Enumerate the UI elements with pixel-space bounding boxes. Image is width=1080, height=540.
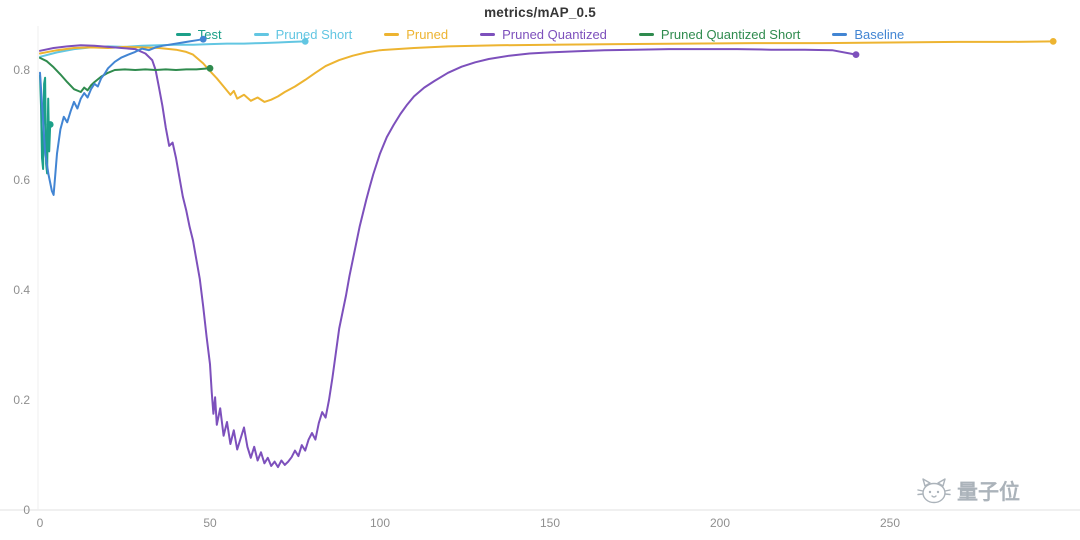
legend-line-icon	[480, 33, 496, 36]
legend-line-icon	[253, 33, 269, 36]
legend-line-icon	[175, 33, 191, 36]
legend-item-pruned-quantized-short[interactable]: Pruned Quantized Short	[638, 27, 801, 42]
series-line-pruned-quantized-short	[39, 56, 211, 93]
y-tick-label: 0.6	[13, 173, 30, 187]
legend-line-icon	[384, 33, 400, 36]
legend-label: Pruned Quantized	[502, 27, 607, 42]
series-line-pruned-quantized	[39, 44, 857, 469]
legend-label: Pruned Quantized Short	[660, 27, 801, 42]
qbitai-cat-icon	[917, 478, 951, 504]
series-line-test	[39, 74, 52, 175]
legend-item-baseline[interactable]: Baseline	[832, 27, 904, 42]
series-endpoint-baseline	[199, 35, 207, 43]
series-endpoint-pruned-quantized	[852, 51, 860, 58]
x-tick-label: 250	[880, 516, 900, 530]
series-line-baseline	[39, 38, 205, 196]
series-endpoint-pruned	[1049, 38, 1057, 45]
series-endpoint-test	[46, 121, 54, 128]
series-endpoint-pruned-quantized-short	[206, 64, 214, 72]
y-tick-label: 0	[23, 503, 30, 517]
legend-label: Pruned	[406, 27, 449, 42]
watermark-text: 量子位	[957, 481, 1020, 504]
x-tick-label: 100	[370, 516, 390, 530]
legend-item-pruned-quantized[interactable]: Pruned Quantized	[480, 27, 607, 42]
legend-line-icon	[638, 33, 654, 36]
x-tick-label: 200	[710, 516, 730, 530]
watermark: 量子位	[917, 476, 1020, 506]
y-tick-label: 0.2	[13, 393, 30, 407]
x-tick-label: 50	[203, 516, 217, 530]
y-tick-label: 0.4	[13, 283, 30, 297]
x-tick-label: 150	[540, 516, 560, 530]
chart-title: metrics/mAP_0.5	[484, 5, 596, 20]
series-endpoint-pruned-short	[301, 38, 309, 45]
legend-item-pruned-short[interactable]: Pruned Short	[253, 27, 353, 42]
chart-legend: Test Pruned Short Pruned Pruned Quantized Pr…	[0, 27, 1080, 42]
legend-item-pruned[interactable]: Pruned	[384, 27, 448, 42]
legend-label: Baseline	[854, 27, 905, 42]
legend-label: Pruned Short	[275, 27, 353, 42]
legend-line-icon	[832, 33, 848, 36]
y-tick-label: 0.8	[13, 63, 30, 77]
series-line-pruned	[39, 40, 1055, 103]
x-tick-label: 0	[37, 516, 44, 530]
